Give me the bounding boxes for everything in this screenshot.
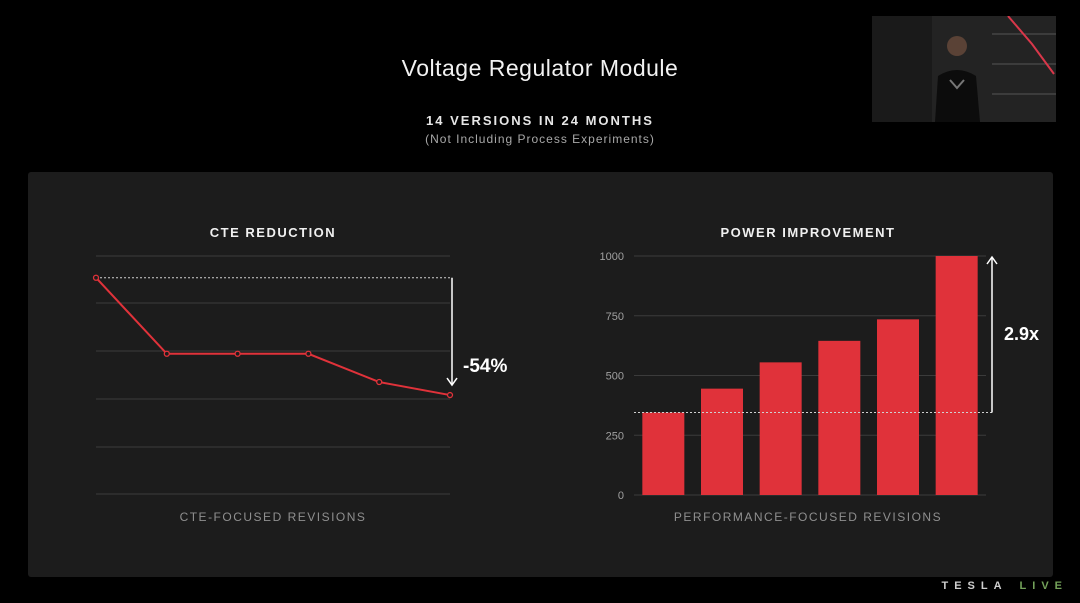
bar-5 bbox=[877, 319, 919, 495]
line-chart-xlabel: CTE-FOCUSED REVISIONS bbox=[180, 510, 367, 524]
bar-chart-ytick-label: 250 bbox=[606, 430, 624, 442]
bar-chart-ytick-label: 1000 bbox=[600, 251, 624, 263]
line-chart-annotation: -54% bbox=[463, 356, 507, 377]
footer-brand: TESLA bbox=[941, 580, 1008, 592]
presenter-video-inset bbox=[872, 16, 1056, 122]
bar-6 bbox=[935, 256, 978, 495]
slide-subnote: (Not Including Process Experiments) bbox=[425, 132, 655, 146]
bar-1 bbox=[642, 412, 685, 495]
slide-title: Voltage Regulator Module bbox=[401, 55, 679, 81]
line-chart-title: CTE REDUCTION bbox=[210, 225, 336, 240]
slide-subtitle: 14 VERSIONS IN 24 MONTHS bbox=[426, 113, 654, 128]
charts-panel: CTE REDUCTION -54% CTE-FOCUSED REVISIONS PO… bbox=[28, 172, 1053, 577]
line-point bbox=[163, 350, 170, 357]
bar-chart-ytick-label: 750 bbox=[606, 311, 624, 323]
bar-2 bbox=[701, 388, 743, 495]
footer-live: LIVE bbox=[1019, 580, 1068, 592]
line-chart-arrow-head bbox=[446, 377, 458, 387]
bar-chart-title: POWER IMPROVEMENT bbox=[720, 225, 895, 240]
charts-svg: CTE REDUCTION -54% CTE-FOCUSED REVISIONS PO… bbox=[92, 225, 1039, 524]
bar-chart-xlabel: PERFORMANCE-FOCUSED REVISIONS bbox=[674, 510, 942, 524]
line-point bbox=[92, 274, 100, 281]
line-point bbox=[305, 350, 312, 357]
presenter-video-image bbox=[872, 16, 1056, 122]
bar-chart-arrow-head bbox=[986, 255, 998, 265]
bar-3 bbox=[759, 362, 802, 495]
bar-chart-ytick-label: 500 bbox=[606, 371, 624, 383]
line-point bbox=[376, 378, 383, 386]
bar-chart-annotation: 2.9x bbox=[1004, 324, 1039, 344]
footer-logo: TESLA LIVE bbox=[941, 580, 1068, 592]
line-point bbox=[446, 391, 454, 399]
line-point bbox=[234, 350, 241, 357]
line-series-cte bbox=[95, 277, 451, 397]
bar-chart-ytick-label: 0 bbox=[618, 490, 624, 502]
bar-4 bbox=[818, 340, 861, 495]
